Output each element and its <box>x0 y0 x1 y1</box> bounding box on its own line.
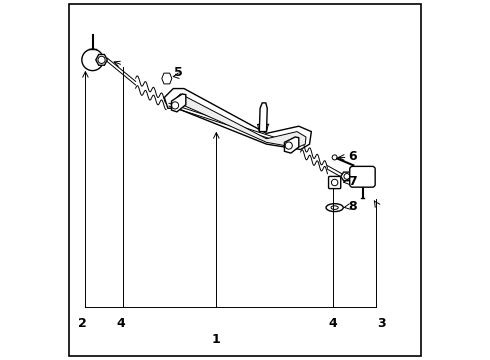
Polygon shape <box>285 137 299 153</box>
Polygon shape <box>341 172 353 181</box>
FancyBboxPatch shape <box>350 166 375 187</box>
Text: 3: 3 <box>377 317 386 330</box>
Text: 2: 2 <box>78 317 87 330</box>
Polygon shape <box>173 94 306 148</box>
Text: 4: 4 <box>117 317 125 330</box>
Polygon shape <box>259 103 267 132</box>
Text: 8: 8 <box>348 201 357 213</box>
Polygon shape <box>164 89 311 149</box>
Text: 4: 4 <box>328 317 337 330</box>
Text: 6: 6 <box>348 150 357 163</box>
Text: 5: 5 <box>174 66 183 79</box>
Text: 7: 7 <box>348 175 357 188</box>
Polygon shape <box>172 94 186 112</box>
Text: 1: 1 <box>212 333 220 346</box>
Polygon shape <box>162 73 172 84</box>
FancyBboxPatch shape <box>329 176 341 189</box>
Polygon shape <box>96 54 107 65</box>
